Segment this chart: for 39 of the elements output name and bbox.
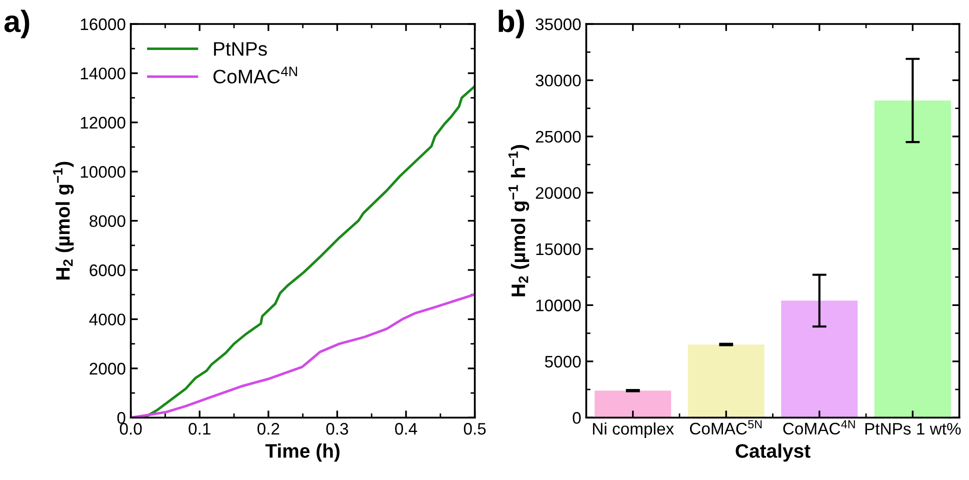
x-axis-title: Catalyst [736, 444, 810, 462]
x-axis-title: Time (h) [265, 444, 340, 462]
y-tick-label: 30000 [536, 74, 581, 86]
y-tick-label: 8000 [90, 215, 126, 228]
bar [874, 100, 951, 418]
legend-label: CoMAC$^{4N}$ [213, 66, 298, 84]
y-tick-label: 25000 [536, 130, 581, 143]
x-tick-label: 0.4 [395, 422, 418, 435]
y-tick-label: 2000 [90, 362, 126, 375]
bar [781, 300, 858, 418]
y-tick-label: 14000 [80, 68, 126, 80]
y-tick-label: 0 [572, 412, 581, 424]
text: b) [498, 10, 524, 38]
y-tick-label: 5000 [544, 356, 581, 368]
y-axis-title: H$_{2}$ (µmol g$^{−1}$) [53, 162, 74, 280]
y-tick-label: 12000 [80, 116, 126, 129]
y-tick-label: 10000 [536, 300, 581, 312]
x-tick-label: Ni complex [593, 422, 674, 438]
x-tick-label: PtNPs 1 wt% [865, 422, 961, 435]
y-tick-label: 6000 [90, 264, 126, 276]
text: a) [4, 10, 30, 38]
y-tick-label: 20000 [536, 187, 581, 199]
y-tick-label: 0 [117, 412, 126, 424]
x-tick-label: 0.1 [188, 422, 210, 435]
x-tick-label: 0.0 [120, 422, 142, 435]
y-axis-title: H$_{2}$ (µmol g$^{−1}$ h$^{−1}$) [508, 145, 530, 296]
x-tick-label: 0.2 [257, 422, 280, 435]
y-tick-label: 15000 [536, 243, 581, 256]
y-tick-label: 4000 [89, 314, 126, 326]
y-tick-label: 16000 [80, 18, 126, 30]
bar [594, 390, 672, 418]
bar [688, 344, 764, 418]
y-tick-label: 10000 [80, 166, 126, 178]
x-tick-label: CoMAC$^{4N}$ [783, 420, 855, 435]
x-tick-label: 0.5 [464, 422, 486, 435]
legend-label: PtNPs [214, 42, 267, 56]
x-tick-label: CoMAC$^{5N}$ [690, 420, 762, 435]
y-tick-label: 35000 [536, 18, 581, 30]
x-tick-label: 0.3 [326, 422, 348, 435]
